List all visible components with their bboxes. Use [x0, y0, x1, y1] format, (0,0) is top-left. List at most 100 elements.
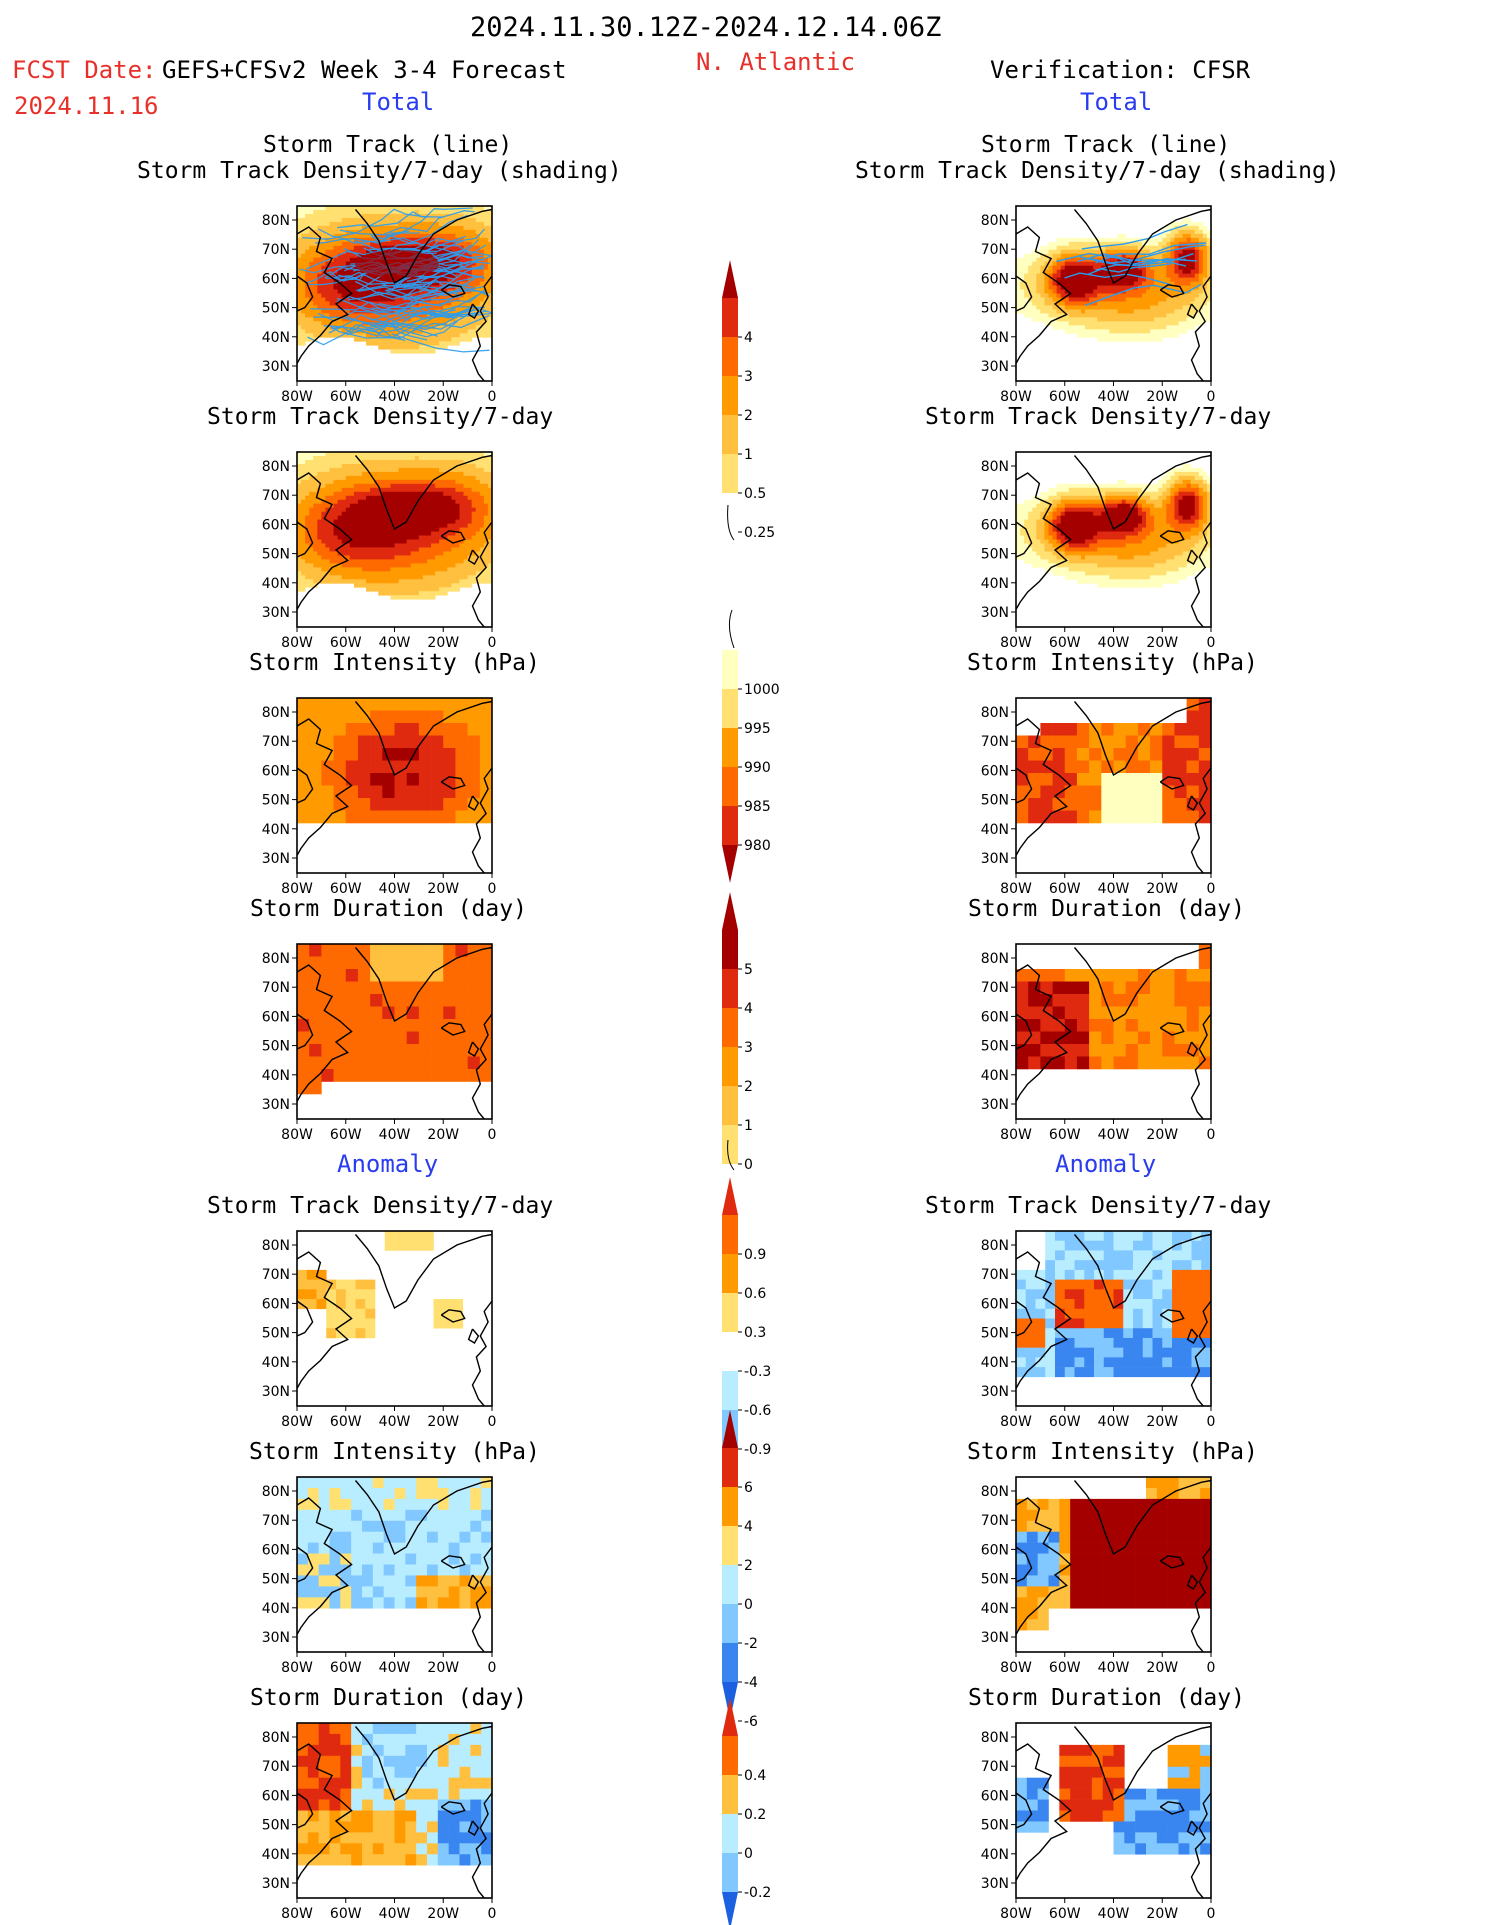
lat-tick-label: 60N	[981, 1542, 1009, 1558]
left-density-panel: 80N 70N 60N 50N 40N 30N 80W 60W 40W 20W 0	[262, 451, 497, 651]
lon-tick-label: 80W	[281, 1127, 313, 1143]
colorbar-label: 985	[744, 799, 771, 815]
lat-tick-label: 30N	[981, 1384, 1009, 1400]
colorbar-label: 0.4	[744, 1768, 766, 1784]
lon-tick-label: 40W	[1098, 1414, 1130, 1430]
right-anom-duration-panel: 80N 70N 60N 50N 40N 30N 80W 60W 40W 20W 0	[981, 1722, 1216, 1922]
lon-tick-label: 80W	[1000, 635, 1032, 651]
colorbar-label: 980	[744, 838, 771, 854]
lat-tick-label: 40N	[981, 822, 1009, 838]
lat-tick-label: 70N	[981, 980, 1009, 996]
lon-tick-label: 60W	[1049, 1906, 1081, 1922]
right-track-panel: 80N 70N 60N 50N 40N 30N 80W 60W 40W 20W 0	[981, 205, 1215, 405]
lon-tick-label: 0	[488, 1906, 497, 1922]
colorbar-label: -0.2	[744, 1885, 771, 1901]
left-title-anom-density: Storm Track Density/7-day	[207, 1193, 554, 1219]
lon-tick-label: 80W	[1000, 1127, 1032, 1143]
lon-tick-label: 40W	[379, 635, 411, 651]
lon-tick-label: 80W	[1000, 1906, 1032, 1922]
left-anom-intensity-panel: 80N 70N 60N 50N 40N 30N 80W 60W 40W 20W 0	[262, 1476, 496, 1676]
lon-tick-label: 80W	[1000, 1414, 1032, 1430]
lon-tick-label: 80W	[281, 389, 313, 405]
lat-tick-label: 50N	[262, 1039, 290, 1055]
right-title-track-line: Storm Track (line)	[981, 132, 1231, 158]
lon-tick-label: 20W	[1146, 635, 1178, 651]
lat-tick-label: 50N	[981, 547, 1009, 563]
colorbar-label: 4	[744, 330, 753, 346]
colorbar-label: 990	[744, 760, 771, 776]
total-right-label: Total	[1080, 88, 1153, 116]
lon-tick-label: 0	[1207, 1127, 1216, 1143]
lon-tick-label: 0	[488, 389, 497, 405]
lon-tick-label: 40W	[379, 389, 411, 405]
lon-tick-label: 40W	[1098, 1660, 1130, 1676]
lat-tick-label: 80N	[262, 1484, 290, 1500]
lon-tick-label: 40W	[1098, 635, 1130, 651]
lat-tick-label: 50N	[262, 547, 290, 563]
lon-tick-label: 0	[488, 1414, 497, 1430]
lat-tick-label: 30N	[981, 851, 1009, 867]
lat-tick-label: 40N	[262, 330, 290, 346]
lat-tick-label: 60N	[262, 763, 290, 779]
lon-tick-label: 60W	[330, 1906, 362, 1922]
lat-tick-label: 50N	[262, 793, 290, 809]
lon-tick-label: 20W	[1146, 1660, 1178, 1676]
colorbar-label: 4	[744, 1519, 753, 1535]
lat-tick-label: 70N	[262, 488, 290, 504]
lat-tick-label: 40N	[981, 1847, 1009, 1863]
lon-tick-label: 60W	[1049, 635, 1081, 651]
lon-tick-label: 40W	[1098, 881, 1130, 897]
lon-tick-label: 80W	[281, 635, 313, 651]
lon-tick-label: 0	[488, 635, 497, 651]
lat-tick-label: 80N	[981, 213, 1009, 229]
anomaly-right-label: Anomaly	[1055, 1150, 1157, 1178]
colorbar-label: -0.6	[744, 1403, 771, 1419]
lon-tick-label: 60W	[330, 389, 362, 405]
lat-tick-label: 40N	[262, 1355, 290, 1371]
lon-tick-label: 60W	[1049, 1127, 1081, 1143]
colorbar-label: 4	[744, 1001, 753, 1017]
lon-tick-label: 60W	[330, 881, 362, 897]
lat-tick-label: 80N	[981, 459, 1009, 475]
colorbar-label: 0.9	[744, 1247, 766, 1263]
lon-tick-label: 20W	[427, 635, 459, 651]
right-intensity-panel: 80N 70N 60N 50N 40N 30N 80W 60W 40W 20W 0	[981, 697, 1215, 897]
lat-tick-label: 40N	[262, 576, 290, 592]
lon-tick-label: 20W	[1146, 389, 1178, 405]
left-title-track-shading: Storm Track Density/7-day (shading)	[137, 158, 622, 184]
lat-tick-label: 70N	[262, 1267, 290, 1283]
lon-tick-label: 60W	[330, 1660, 362, 1676]
colorbar-label: 5	[744, 962, 753, 978]
lon-tick-label: 0	[1207, 635, 1216, 651]
lon-tick-label: 40W	[1098, 389, 1130, 405]
lat-tick-label: 80N	[262, 1730, 290, 1746]
lat-tick-label: 60N	[981, 1296, 1009, 1312]
lon-tick-label: 60W	[330, 1414, 362, 1430]
lat-tick-label: 40N	[262, 1847, 290, 1863]
lon-tick-label: 20W	[427, 881, 459, 897]
lon-tick-label: 80W	[281, 881, 313, 897]
colorbar-label: -4	[744, 1675, 758, 1691]
lon-tick-label: 0	[1207, 1906, 1216, 1922]
lon-tick-label: 20W	[1146, 881, 1178, 897]
lon-tick-label: 20W	[1146, 1414, 1178, 1430]
period-title: 2024.11.30.12Z-2024.12.14.06Z	[470, 12, 942, 43]
fcst-date-value: 2024.11.16	[14, 92, 159, 120]
lat-tick-label: 80N	[981, 1238, 1009, 1254]
lon-tick-label: 60W	[1049, 1660, 1081, 1676]
lat-tick-label: 30N	[262, 1097, 290, 1113]
lat-tick-label: 60N	[262, 517, 290, 533]
colorbar-label: -0.3	[744, 1364, 771, 1380]
colorbar-label: 3	[744, 1040, 753, 1056]
right-duration-panel: 80N 70N 60N 50N 40N 30N 80W 60W 40W 20W 0	[981, 943, 1216, 1143]
lon-tick-label: 80W	[281, 1906, 313, 1922]
colorbar-label: -0.9	[744, 1442, 771, 1458]
lat-tick-label: 30N	[981, 1630, 1009, 1646]
lon-tick-label: 80W	[1000, 1660, 1032, 1676]
lat-tick-label: 60N	[262, 1788, 290, 1804]
anomaly-left-label: Anomaly	[337, 1150, 439, 1178]
left-anom-duration-panel: 80N 70N 60N 50N 40N 30N 80W 60W 40W 20W 0	[262, 1722, 497, 1922]
lat-tick-label: 80N	[262, 1238, 290, 1254]
right-density-panel: 80N 70N 60N 50N 40N 30N 80W 60W 40W 20W 0	[981, 451, 1216, 651]
lat-tick-label: 70N	[981, 734, 1009, 750]
